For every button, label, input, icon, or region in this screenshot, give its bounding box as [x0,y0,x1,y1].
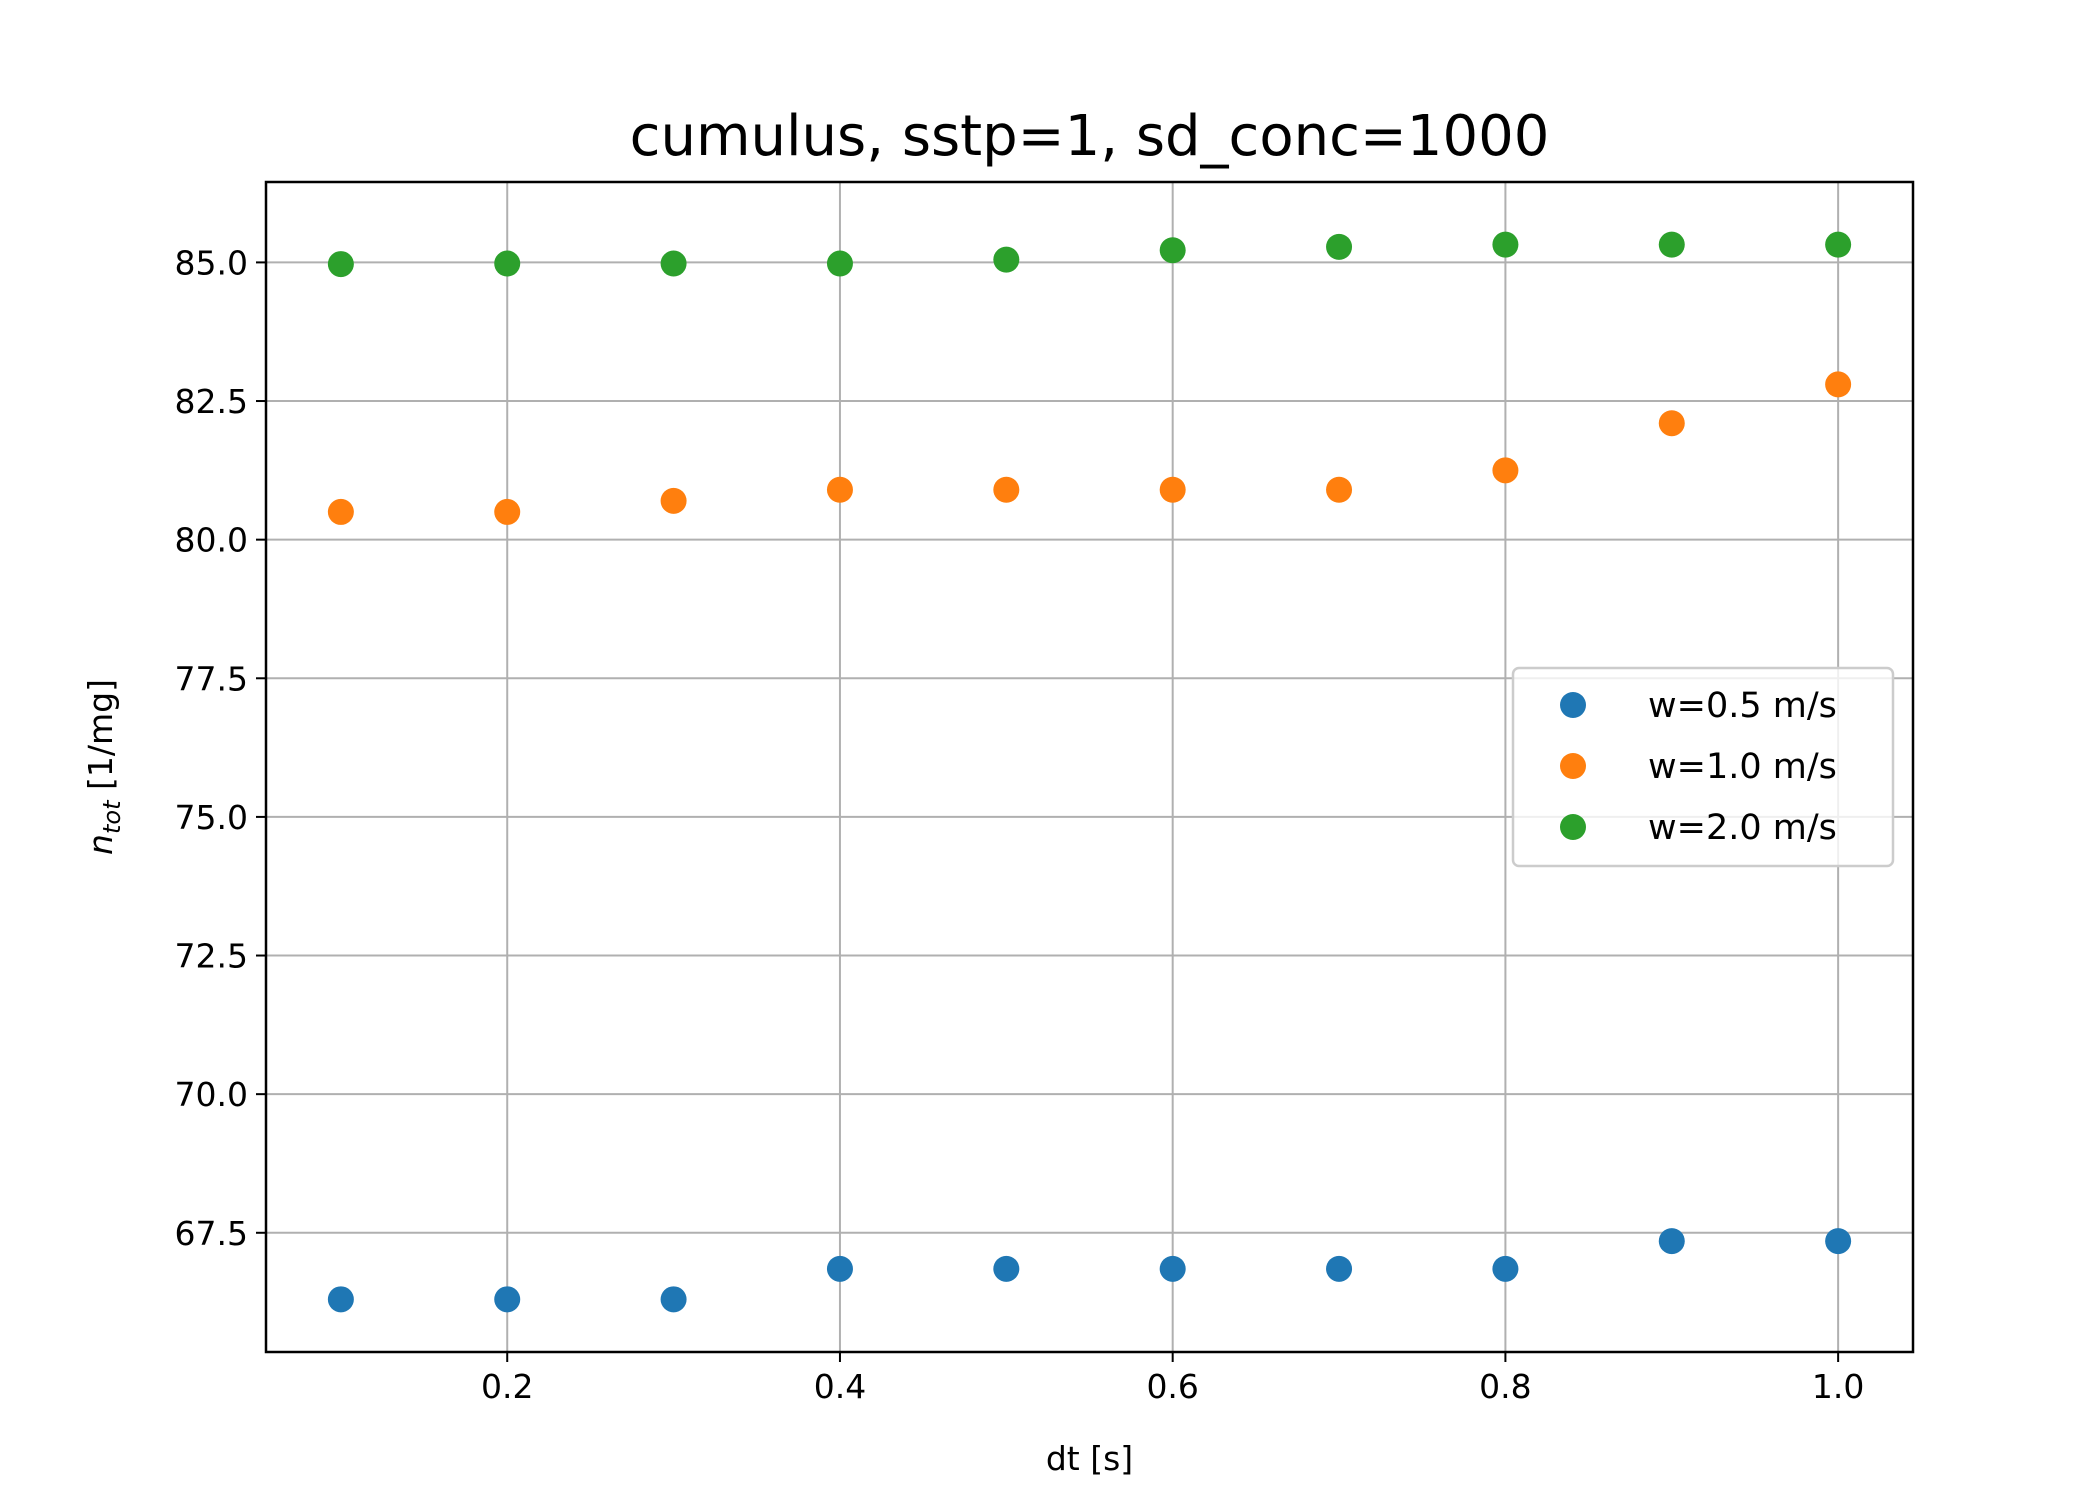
data-point-series-0 [1159,1255,1186,1282]
legend-box [1511,666,1895,868]
data-point-series-2 [494,250,521,277]
data-point-series-0 [660,1286,687,1313]
data-point-series-1 [1159,476,1186,503]
data-point-series-0 [327,1286,354,1313]
chart-title: cumulus, sstp=1, sd_conc=1000 [630,104,1550,169]
data-point-series-1 [1492,457,1519,484]
y-tick-label: 82.5 [175,382,248,421]
data-point-series-1 [1326,476,1353,503]
legend-label-w05: w=0.5 m/s [1648,686,1837,726]
y-tick-label: 77.5 [175,659,248,698]
y-axis-label-subscript: tot [98,799,126,834]
y-tick-label: 85.0 [175,243,248,282]
x-tick-label: 0.8 [1479,1367,1531,1406]
data-point-series-1 [327,498,354,525]
x-tick-label: 0.4 [814,1367,866,1406]
data-point-series-0 [1326,1255,1353,1282]
data-point-series-0 [1825,1228,1852,1255]
y-tick-label: 67.5 [175,1214,248,1253]
y-axis-label-unit: [1/mg] [81,679,120,800]
legend-marker-w20 [1560,814,1586,840]
data-point-series-1 [1658,410,1685,437]
legend-marker-w05 [1560,692,1586,718]
data-point-series-1 [826,476,853,503]
data-point-series-2 [1825,231,1852,258]
data-point-series-2 [1326,233,1353,260]
data-point-series-0 [1492,1255,1519,1282]
data-point-series-1 [494,498,521,525]
data-point-series-2 [1658,231,1685,258]
data-point-series-0 [993,1255,1020,1282]
data-point-series-2 [993,246,1020,273]
y-tick-label: 72.5 [175,937,248,976]
axes-frame [264,180,1915,1354]
data-point-series-2 [1492,231,1519,258]
y-tick-label: 80.0 [175,521,248,560]
y-tick-label: 70.0 [175,1075,248,1114]
x-axis-label: dt [s] [1046,1439,1133,1478]
y-axis-label: ntot [1/mg] [81,679,126,855]
y-axis-label-symbol: n [81,834,120,855]
legend-label-w20: w=2.0 m/s [1648,808,1837,848]
data-points [327,231,1852,1313]
data-point-series-1 [1825,371,1852,398]
data-point-series-1 [660,487,687,514]
data-point-series-2 [1159,237,1186,264]
x-tick-label: 0.2 [481,1367,533,1406]
data-point-series-0 [494,1286,521,1313]
data-point-series-2 [660,250,687,277]
data-point-series-2 [826,250,853,277]
legend: w=0.5 m/s w=1.0 m/s w=2.0 m/s [1511,666,1895,868]
x-tick-label: 1.0 [1812,1367,1864,1406]
y-axis-ticks: 67.5 70.0 72.5 75.0 77.5 80.0 82.5 85.0 [175,243,266,1253]
data-point-series-1 [993,476,1020,503]
x-tick-label: 0.6 [1146,1367,1198,1406]
x-axis-ticks: 0.2 0.4 0.6 0.8 1.0 [481,1352,1864,1406]
data-point-series-0 [1658,1228,1685,1255]
data-point-series-2 [327,251,354,278]
legend-marker-w10 [1560,753,1586,779]
y-tick-label: 75.0 [175,798,248,837]
data-point-series-0 [826,1255,853,1282]
legend-label-w10: w=1.0 m/s [1648,747,1837,787]
